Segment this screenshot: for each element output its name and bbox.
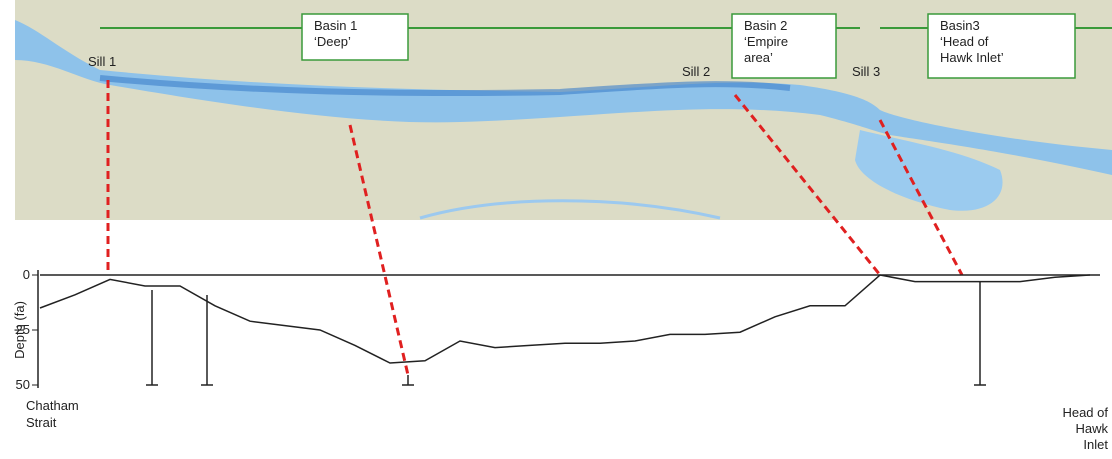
- y-axis-label: Depth (fa): [12, 301, 27, 359]
- basin-label: ‘Deep’: [314, 34, 351, 49]
- basin-label: Hawk Inlet’: [940, 50, 1004, 65]
- basin-label: Basin3: [940, 18, 980, 33]
- end-label: Hawk: [1075, 421, 1108, 436]
- start-label: Strait: [26, 415, 57, 430]
- y-tick-label: 50: [16, 377, 30, 392]
- basin-label: area’: [744, 50, 773, 65]
- basin-label: ‘Empire: [744, 34, 788, 49]
- figure: Basin 1‘Deep’ Basin 2‘Empirearea’ Basin3‘H…: [0, 0, 1112, 454]
- sill-label: Sill 3: [852, 64, 880, 79]
- soundings: [146, 282, 986, 385]
- depth-profile: [40, 275, 1090, 363]
- end-label: Inlet: [1083, 437, 1108, 452]
- sill-label: Sill 1: [88, 54, 116, 69]
- y-tick-label: 0: [23, 267, 30, 282]
- end-label: Head of: [1062, 405, 1108, 420]
- basin-label: Basin 2: [744, 18, 787, 33]
- basin-label: Basin 1: [314, 18, 357, 33]
- basin-label: ‘Head of: [940, 34, 989, 49]
- sill-label: Sill 2: [682, 64, 710, 79]
- start-label: Chatham: [26, 398, 79, 413]
